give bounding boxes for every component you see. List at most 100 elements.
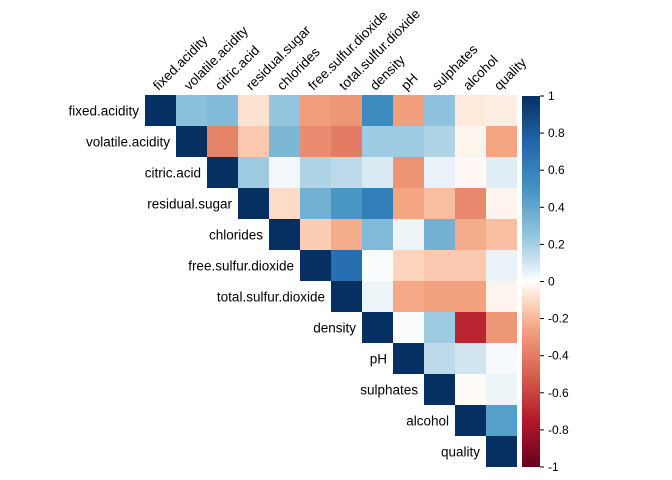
cell-chlorides-chlorides bbox=[269, 219, 300, 250]
color-legend: 1 0.8 0.6 0.4 0.2 0 -0.2 -0.4 -0.6 -0.8 -1 bbox=[522, 89, 569, 474]
cell-chlorides-free.sulfur.dioxide bbox=[300, 219, 331, 250]
cell-citric.acid-residual.sugar bbox=[238, 157, 269, 188]
cell-citric.acid-quality bbox=[486, 157, 517, 188]
cell-volatile.acidity-citric.acid bbox=[207, 126, 238, 157]
cell-chlorides-total.sulfur.dioxide bbox=[331, 219, 362, 250]
legend-tick-label: 0.6 bbox=[548, 163, 565, 177]
row-label-free.sulfur.dioxide: free.sulfur.dioxide bbox=[188, 259, 294, 274]
cell-residual.sugar-residual.sugar bbox=[238, 188, 269, 219]
legend-tick-label: 0.8 bbox=[548, 126, 565, 140]
row-label-chlorides: chlorides bbox=[209, 228, 263, 243]
legend-tick-label: -0.4 bbox=[548, 349, 569, 363]
row-label-citric.acid: citric.acid bbox=[145, 166, 201, 181]
cell-alcohol-alcohol bbox=[455, 405, 486, 436]
cell-volatile.acidity-volatile.acidity bbox=[176, 126, 207, 157]
cell-density-sulphates bbox=[424, 312, 455, 343]
cell-total.sulfur.dioxide-sulphates bbox=[424, 281, 455, 312]
cell-pH-pH bbox=[393, 343, 424, 374]
cell-free.sulfur.dioxide-sulphates bbox=[424, 250, 455, 281]
cell-volatile.acidity-sulphates bbox=[424, 126, 455, 157]
cell-chlorides-sulphates bbox=[424, 219, 455, 250]
cell-fixed.acidity-chlorides bbox=[269, 95, 300, 126]
cell-residual.sugar-alcohol bbox=[455, 188, 486, 219]
cell-free.sulfur.dioxide-alcohol bbox=[455, 250, 486, 281]
cell-volatile.acidity-density bbox=[362, 126, 393, 157]
cell-fixed.acidity-sulphates bbox=[424, 95, 455, 126]
cell-free.sulfur.dioxide-free.sulfur.dioxide bbox=[300, 250, 331, 281]
cell-chlorides-density bbox=[362, 219, 393, 250]
cell-chlorides-alcohol bbox=[455, 219, 486, 250]
cell-residual.sugar-total.sulfur.dioxide bbox=[331, 188, 362, 219]
cell-fixed.acidity-free.sulfur.dioxide bbox=[300, 95, 331, 126]
row-labels: fixed.acidity volatile.acidity citric.acid… bbox=[68, 104, 480, 460]
row-label-density: density bbox=[313, 321, 356, 336]
row-label-pH: pH bbox=[370, 352, 387, 367]
cell-volatile.acidity-alcohol bbox=[455, 126, 486, 157]
cell-pH-quality bbox=[486, 343, 517, 374]
cell-volatile.acidity-pH bbox=[393, 126, 424, 157]
cell-citric.acid-pH bbox=[393, 157, 424, 188]
cell-citric.acid-density bbox=[362, 157, 393, 188]
cell-volatile.acidity-residual.sugar bbox=[238, 126, 269, 157]
cell-fixed.acidity-alcohol bbox=[455, 95, 486, 126]
cell-residual.sugar-density bbox=[362, 188, 393, 219]
legend-tick-label: -0.8 bbox=[548, 423, 569, 437]
cell-pH-alcohol bbox=[455, 343, 486, 374]
cell-fixed.acidity-fixed.acidity bbox=[145, 95, 176, 126]
cell-chlorides-quality bbox=[486, 219, 517, 250]
row-label-fixed.acidity: fixed.acidity bbox=[68, 104, 139, 119]
cell-volatile.acidity-free.sulfur.dioxide bbox=[300, 126, 331, 157]
cell-fixed.acidity-density bbox=[362, 95, 393, 126]
cell-fixed.acidity-citric.acid bbox=[207, 95, 238, 126]
cell-residual.sugar-free.sulfur.dioxide bbox=[300, 188, 331, 219]
column-labels: fixed.acidityvolatile.aciditycitric.acid… bbox=[150, 6, 529, 93]
cell-total.sulfur.dioxide-quality bbox=[486, 281, 517, 312]
cell-density-density bbox=[362, 312, 393, 343]
cell-fixed.acidity-residual.sugar bbox=[238, 95, 269, 126]
legend-tick-label: 1 bbox=[548, 89, 555, 103]
cell-alcohol-quality bbox=[486, 405, 517, 436]
cell-sulphates-alcohol bbox=[455, 374, 486, 405]
row-label-total.sulfur.dioxide: total.sulfur.dioxide bbox=[217, 290, 325, 305]
cell-fixed.acidity-quality bbox=[486, 95, 517, 126]
row-label-alcohol: alcohol bbox=[406, 414, 449, 429]
cell-residual.sugar-quality bbox=[486, 188, 517, 219]
cell-residual.sugar-chlorides bbox=[269, 188, 300, 219]
legend-tick-label: -0.2 bbox=[548, 312, 569, 326]
cell-sulphates-quality bbox=[486, 374, 517, 405]
cell-total.sulfur.dioxide-density bbox=[362, 281, 393, 312]
legend-colorbar bbox=[522, 96, 540, 467]
cell-sulphates-sulphates bbox=[424, 374, 455, 405]
legend-tick-label: 0.4 bbox=[548, 200, 565, 214]
cell-volatile.acidity-chlorides bbox=[269, 126, 300, 157]
cell-free.sulfur.dioxide-density bbox=[362, 250, 393, 281]
cell-total.sulfur.dioxide-pH bbox=[393, 281, 424, 312]
legend-tick-label: 0 bbox=[548, 275, 555, 289]
cell-citric.acid-free.sulfur.dioxide bbox=[300, 157, 331, 188]
legend-tick-label: 0.2 bbox=[548, 237, 565, 251]
cell-citric.acid-citric.acid bbox=[207, 157, 238, 188]
cell-residual.sugar-sulphates bbox=[424, 188, 455, 219]
cell-density-quality bbox=[486, 312, 517, 343]
row-label-volatile.acidity: volatile.acidity bbox=[86, 135, 170, 150]
cell-residual.sugar-pH bbox=[393, 188, 424, 219]
cell-total.sulfur.dioxide-alcohol bbox=[455, 281, 486, 312]
cell-citric.acid-chlorides bbox=[269, 157, 300, 188]
cell-free.sulfur.dioxide-total.sulfur.dioxide bbox=[331, 250, 362, 281]
cell-chlorides-pH bbox=[393, 219, 424, 250]
cell-volatile.acidity-quality bbox=[486, 126, 517, 157]
row-label-residual.sugar: residual.sugar bbox=[147, 197, 232, 212]
cell-free.sulfur.dioxide-pH bbox=[393, 250, 424, 281]
cell-fixed.acidity-total.sulfur.dioxide bbox=[331, 95, 362, 126]
cell-density-alcohol bbox=[455, 312, 486, 343]
row-label-quality: quality bbox=[441, 445, 480, 460]
heatmap-cells bbox=[145, 95, 517, 467]
cell-free.sulfur.dioxide-quality bbox=[486, 250, 517, 281]
cell-total.sulfur.dioxide-total.sulfur.dioxide bbox=[331, 281, 362, 312]
cell-fixed.acidity-volatile.acidity bbox=[176, 95, 207, 126]
row-label-sulphates: sulphates bbox=[360, 383, 418, 398]
cell-density-pH bbox=[393, 312, 424, 343]
cell-citric.acid-alcohol bbox=[455, 157, 486, 188]
cell-citric.acid-sulphates bbox=[424, 157, 455, 188]
